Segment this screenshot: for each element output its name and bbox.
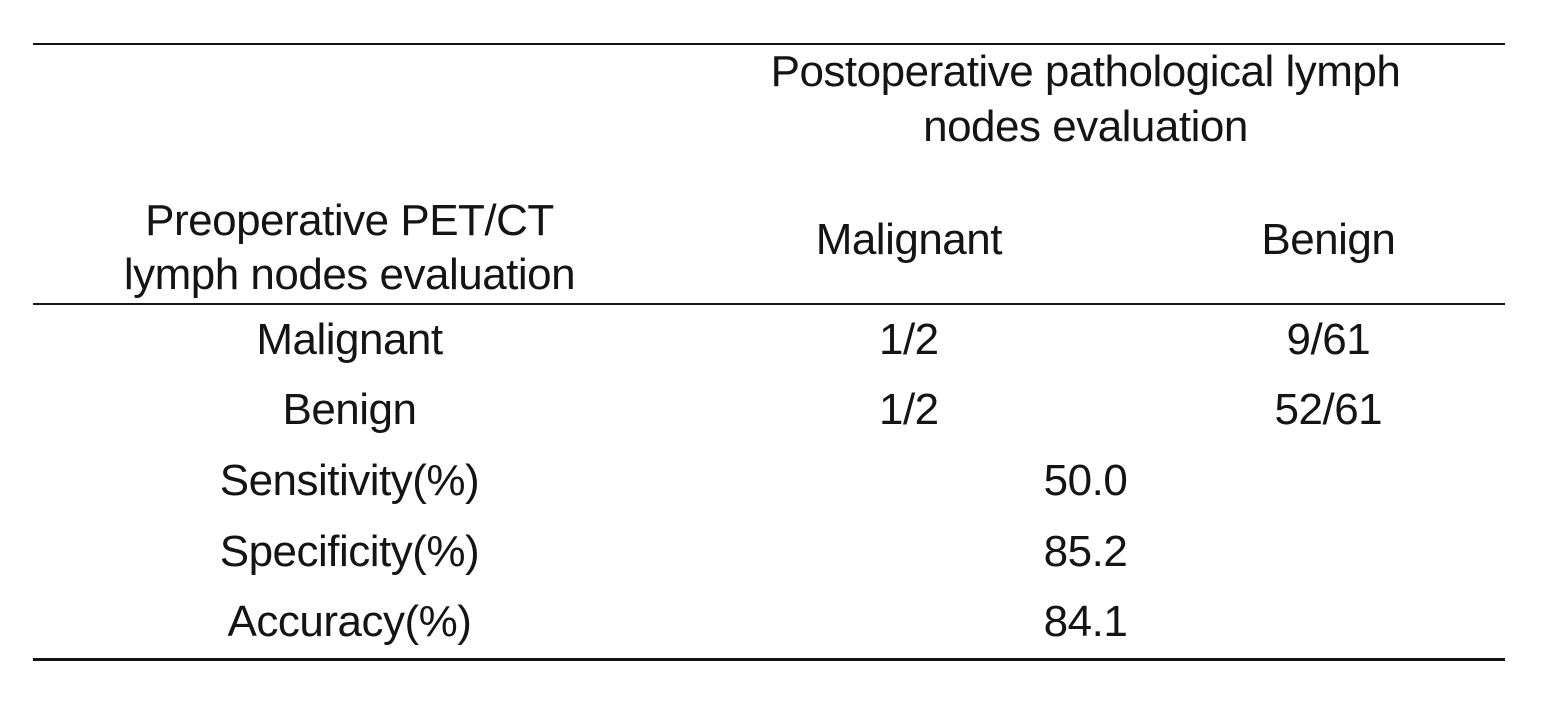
column-header-benign: Benign: [1261, 215, 1396, 264]
table-row-specificity: Specificity(%) 85.2: [33, 517, 1505, 588]
table-row-sensitivity: Sensitivity(%) 50.0: [33, 446, 1505, 517]
column-group-header: Postoperative pathological lymph nodes e…: [770, 47, 1401, 151]
header-row-group: Preoperative PET/CT lymph nodes evaluati…: [33, 44, 1505, 299]
row-label-benign: Benign: [282, 385, 417, 435]
cell-sensitivity-value: 50.0: [1043, 456, 1128, 506]
header-row-subcolumns: Malignant Benign: [33, 205, 1505, 304]
cell-specificity-value: 85.2: [1043, 527, 1128, 577]
table-body: Malignant 1/2 9/61 Benign 1/2 52/61 Sens…: [33, 304, 1505, 659]
petct-vs-pathology-table: Preoperative PET/CT lymph nodes evaluati…: [33, 43, 1505, 661]
table-header: Preoperative PET/CT lymph nodes evaluati…: [33, 44, 1505, 304]
cell-malignant-malignant: 1/2: [878, 314, 939, 364]
row-label-sensitivity: Sensitivity(%): [219, 456, 480, 506]
cell-benign-benign: 52/61: [1274, 385, 1383, 435]
table-row-malignant: Malignant 1/2 9/61: [33, 304, 1505, 375]
cell-malignant-benign: 9/61: [1286, 314, 1371, 364]
table-row-accuracy: Accuracy(%) 84.1: [33, 588, 1505, 659]
row-label-malignant: Malignant: [256, 314, 443, 364]
column-header-malignant: Malignant: [815, 215, 1003, 264]
confusion-matrix-table-figure: Preoperative PET/CT lymph nodes evaluati…: [33, 43, 1505, 661]
row-label-accuracy: Accuracy(%): [227, 597, 472, 647]
row-label-specificity: Specificity(%): [219, 527, 480, 577]
table-row-benign: Benign 1/2 52/61: [33, 375, 1505, 446]
cell-accuracy-value: 84.1: [1043, 597, 1128, 647]
cell-benign-malignant: 1/2: [878, 385, 939, 435]
row-stub-header: Preoperative PET/CT lymph nodes evaluati…: [123, 195, 576, 300]
